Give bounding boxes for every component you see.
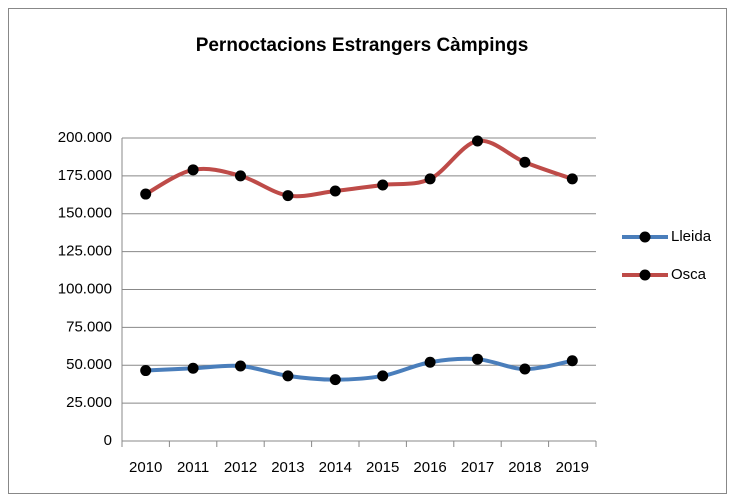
chart-title: Pernoctacions Estrangers Càmpings: [196, 35, 529, 56]
series-line: [143, 138, 575, 199]
x-tick-label: 2015: [366, 459, 399, 476]
chart-border: [8, 8, 727, 494]
x-tick-label: 2012: [224, 459, 257, 476]
data-point: [424, 173, 436, 185]
data-point: [566, 355, 578, 367]
data-point: [282, 190, 294, 202]
y-tick-label: 75.000: [66, 318, 112, 335]
data-point: [329, 185, 341, 197]
x-tick-label: 2019: [556, 459, 589, 476]
data-point: [472, 135, 483, 147]
y-tick-label: 0: [104, 432, 112, 449]
x-tick-label: 2018: [508, 459, 541, 476]
series-line: [143, 356, 575, 382]
data-point: [140, 365, 152, 377]
y-tick-label: 50.000: [66, 356, 112, 373]
legend-marker: [639, 231, 651, 243]
data-point: [187, 164, 199, 176]
x-tick-label: 2011: [177, 459, 209, 476]
y-tick-label: 200.000: [58, 129, 112, 146]
x-tick-label: 2016: [413, 459, 446, 476]
data-point: [377, 179, 389, 191]
data-point: [566, 173, 578, 185]
data-point: [519, 156, 531, 168]
data-point: [140, 188, 152, 200]
x-tick-label: 2014: [319, 459, 352, 476]
legend-marker: [639, 269, 651, 281]
x-tick-label: 2010: [129, 459, 162, 476]
data-point: [187, 362, 199, 374]
x-tick-label: 2017: [461, 459, 494, 476]
data-point: [519, 363, 531, 375]
y-tick-label: 175.000: [58, 167, 112, 184]
legend-label: Osca: [671, 266, 707, 283]
legend-label: Lleida: [671, 228, 712, 245]
y-tick-label: 25.000: [66, 394, 112, 411]
data-point: [424, 356, 436, 368]
data-point: [235, 360, 246, 372]
data-point: [329, 374, 341, 386]
x-tick-label: 2013: [271, 459, 304, 476]
y-tick-label: 150.000: [58, 205, 112, 222]
y-tick-label: 125.000: [58, 243, 112, 260]
data-point: [472, 353, 483, 365]
data-point: [377, 370, 389, 382]
y-tick-label: 100.000: [58, 280, 112, 297]
data-point: [282, 370, 294, 382]
data-point: [235, 170, 246, 182]
